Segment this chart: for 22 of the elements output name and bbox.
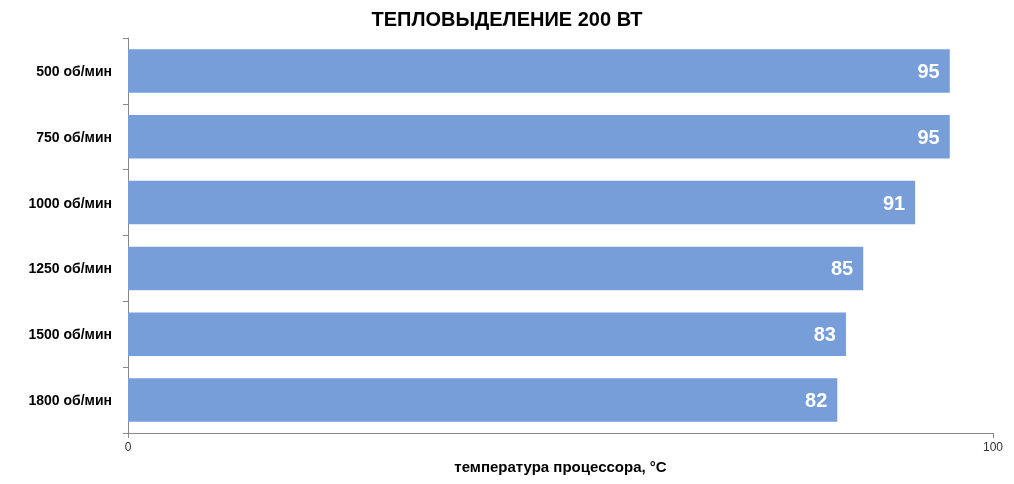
data-label: 85 (831, 257, 854, 280)
data-label: 91 (882, 191, 906, 214)
bar (128, 115, 950, 159)
y-tick-label: 1800 об/мин (28, 392, 112, 409)
data-label: 83 (813, 323, 836, 346)
x-tick-label: 0 (124, 440, 132, 454)
y-tick-label: 1000 об/мин (28, 194, 112, 211)
chart-title: ТЕПЛОВЫДЕЛЕНИЕ 200 ВТ (371, 8, 643, 30)
data-label: 95 (917, 125, 940, 148)
bar (128, 378, 838, 422)
x-axis-title: температура процессора, °C (454, 458, 667, 475)
y-tick-label: 1500 об/мин (28, 326, 112, 343)
y-tick-label: 500 об/мин (36, 62, 112, 79)
x-tick-label: 100 (982, 440, 1004, 454)
bar (128, 246, 864, 291)
data-label: 82 (805, 389, 828, 412)
y-tick-label: 750 об/мин (36, 128, 112, 145)
bar (128, 49, 950, 93)
data-label: 95 (917, 59, 940, 82)
bar (128, 312, 846, 356)
y-tick-label: 1250 об/мин (28, 260, 112, 277)
bar (128, 180, 916, 225)
